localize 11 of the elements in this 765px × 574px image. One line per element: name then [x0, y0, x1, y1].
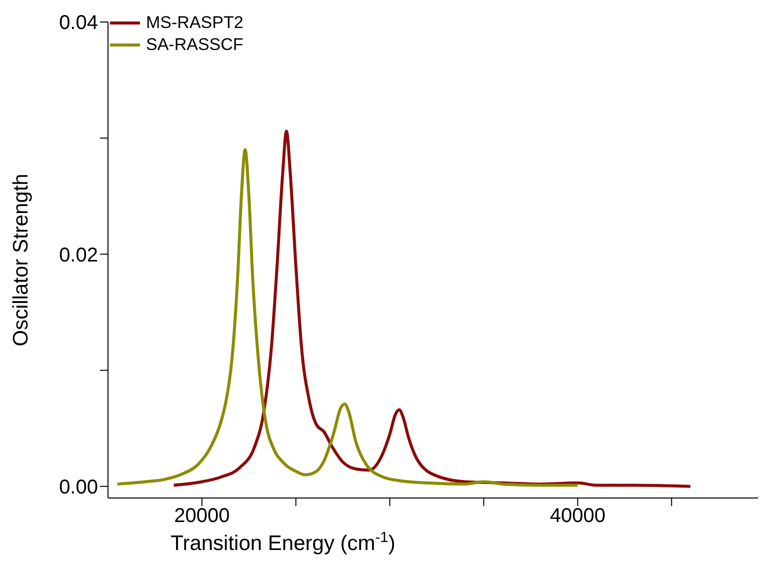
y-tick-label: 0.02 — [59, 244, 98, 266]
y-tick-label: 0.04 — [59, 12, 98, 34]
line-series — [116, 148, 580, 487]
x-tick-label: 20000 — [174, 505, 230, 528]
x-axis-title: Transition Energy (cm$^{-1}$) — [170, 530, 396, 555]
y-tick-label: 0.00 — [59, 476, 98, 498]
y-axis-title: Oscillator Strength — [9, 174, 32, 346]
x-tick-label: 40000 — [550, 505, 606, 528]
line-series — [172, 130, 692, 488]
legend-label: SA-RASSCF — [146, 34, 244, 56]
legend-label: MS-RASPT2 — [146, 12, 244, 34]
